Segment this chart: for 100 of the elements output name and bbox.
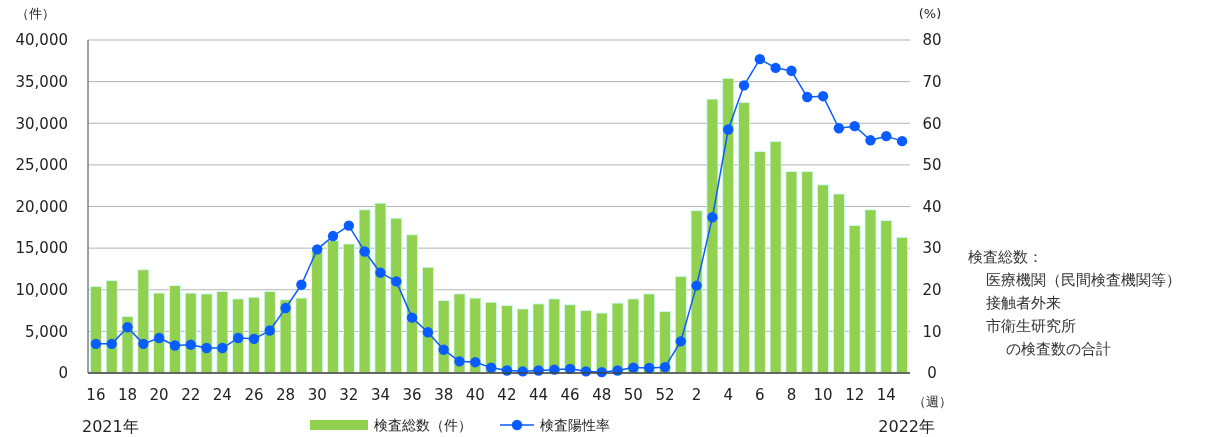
bar: [690, 210, 703, 374]
y-tick-label: 20,000: [15, 197, 68, 216]
x-tick-label: 10: [813, 386, 833, 405]
bar: [722, 77, 735, 374]
x-tick-label: 40: [465, 386, 485, 405]
x-tick-label: 12: [845, 386, 865, 405]
point: [217, 342, 228, 354]
bar: [595, 312, 608, 374]
point: [296, 279, 307, 290]
point: [169, 340, 181, 351]
y2-tick-label: 0: [927, 364, 937, 383]
x-tick-label: 46: [560, 386, 580, 405]
bar: [753, 151, 766, 374]
x-tick-label: 6: [755, 386, 765, 405]
point: [643, 362, 655, 374]
bar: [785, 171, 798, 374]
point: [786, 65, 797, 76]
point: [232, 332, 244, 344]
bar: [485, 301, 498, 374]
text: 接触者外来: [986, 294, 1061, 312]
point: [770, 62, 781, 74]
bar: [358, 209, 371, 374]
bar: [200, 293, 213, 374]
x-tick-label: 36: [402, 386, 422, 405]
bar: [848, 225, 861, 374]
x-tick-label: 20: [149, 386, 169, 405]
bar: [611, 302, 624, 374]
bar: [880, 220, 893, 374]
point: [375, 267, 386, 278]
x-tick-label: 48: [592, 386, 612, 405]
bar: [327, 240, 339, 374]
point: [723, 124, 734, 135]
bar: [216, 291, 229, 374]
point: [312, 244, 323, 255]
bar: [406, 234, 418, 374]
bar: [500, 305, 513, 374]
point: [106, 338, 117, 350]
point: [185, 339, 196, 350]
point: [691, 280, 702, 291]
x-tick-label: 44: [528, 386, 549, 405]
bar: [548, 298, 561, 374]
point: [675, 336, 686, 347]
bar: [390, 217, 403, 374]
x-tick-label: 24: [212, 386, 232, 405]
y-tick-label: 10,000: [15, 281, 68, 299]
point: [264, 325, 275, 336]
x-tick-label: 34: [370, 386, 390, 405]
y-tick-label: 35,000: [15, 72, 68, 91]
point: [833, 123, 845, 134]
text: 検査総数：: [968, 248, 1043, 266]
legend-label: 検査総数（件）: [374, 416, 472, 433]
x-tick-label: 38: [434, 386, 454, 405]
point: [280, 302, 291, 314]
point: [201, 342, 212, 354]
y-axis-title: （件）: [15, 6, 55, 21]
point: [817, 90, 829, 102]
bar: [580, 310, 592, 374]
point: [343, 220, 355, 231]
text: 医療機関（民間検査機関等）: [986, 271, 1181, 289]
bar: [832, 193, 845, 374]
point: [90, 338, 102, 350]
x-tick-label: 18: [117, 386, 138, 405]
y2-tick-label: 60: [922, 114, 942, 133]
point: [406, 312, 418, 323]
point: [327, 230, 339, 242]
point: [659, 361, 671, 373]
x-tick-label: 52: [655, 386, 675, 405]
y2-tick-label: 10: [922, 322, 942, 341]
point: [153, 332, 165, 344]
bar: [89, 286, 102, 374]
bar: [706, 98, 719, 374]
x-tick-label: 42: [497, 386, 517, 405]
bar: [738, 102, 750, 374]
bar: [453, 293, 466, 374]
point: [707, 212, 718, 223]
point: [248, 333, 260, 345]
x-tick-label: 2: [691, 386, 702, 405]
y2-tick-label: 20: [922, 281, 942, 299]
y-tick-label: 30,000: [15, 114, 68, 133]
bar: [801, 171, 814, 374]
text: 市衛生研究所: [986, 317, 1076, 335]
point: [754, 53, 766, 65]
bar: [184, 292, 197, 374]
bar: [564, 304, 577, 374]
point: [865, 135, 876, 146]
y2-tick-label: 50: [922, 156, 942, 175]
bar: [864, 209, 877, 374]
bar: [295, 297, 308, 374]
bar: [627, 298, 640, 374]
bar: [643, 293, 656, 374]
x-tick-label: 32: [339, 386, 359, 405]
y-tick-label: 0: [58, 364, 68, 383]
x-tick-label: 22: [181, 386, 201, 405]
y2-tick-label: 30: [922, 239, 942, 258]
legend-label: 検査陽性率: [540, 416, 610, 433]
bar: [421, 266, 434, 374]
x-tick-label: 4: [723, 386, 733, 405]
bar: [311, 251, 324, 374]
point: [454, 356, 465, 367]
bar: [105, 280, 118, 374]
